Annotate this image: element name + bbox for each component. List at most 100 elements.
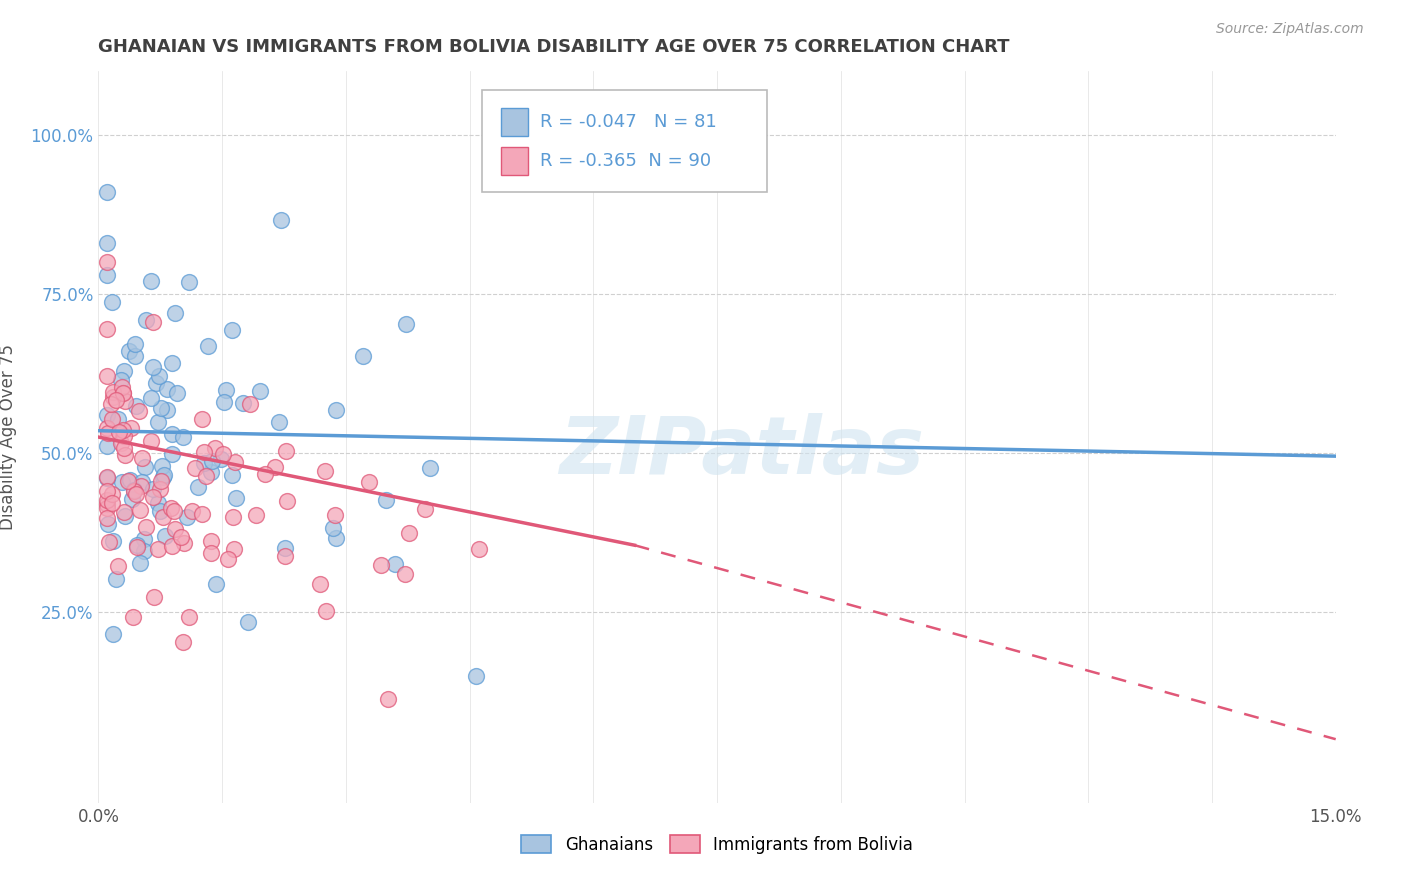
Point xyxy=(204,442,226,456)
Point xyxy=(159,501,181,516)
Point xyxy=(193,456,215,470)
Point xyxy=(142,315,165,329)
Point xyxy=(146,496,169,510)
Point xyxy=(177,610,200,624)
FancyBboxPatch shape xyxy=(482,90,766,192)
Point xyxy=(197,339,219,353)
Point xyxy=(166,386,188,401)
Point xyxy=(212,395,235,409)
Point xyxy=(413,501,436,516)
Point xyxy=(184,461,207,475)
Point xyxy=(398,525,420,540)
Point xyxy=(146,415,169,429)
Point xyxy=(112,505,135,519)
Point xyxy=(132,532,155,546)
Point xyxy=(276,444,298,458)
Point xyxy=(122,610,145,624)
Text: R = -0.047   N = 81: R = -0.047 N = 81 xyxy=(540,112,717,131)
Point xyxy=(419,461,441,475)
Point xyxy=(96,368,118,383)
Point xyxy=(97,534,120,549)
Point xyxy=(163,522,186,536)
Legend: Ghanaians, Immigrants from Bolivia: Ghanaians, Immigrants from Bolivia xyxy=(515,829,920,860)
Point xyxy=(155,529,177,543)
Point xyxy=(149,401,172,415)
Point xyxy=(96,500,118,515)
Point xyxy=(101,627,124,641)
Point xyxy=(214,383,236,397)
Point xyxy=(314,464,336,478)
Point xyxy=(180,504,202,518)
Point xyxy=(128,503,150,517)
Point xyxy=(468,542,491,557)
Point xyxy=(114,509,136,524)
Point xyxy=(112,385,135,400)
Point xyxy=(131,451,153,466)
Point xyxy=(249,384,271,399)
Point xyxy=(169,530,191,544)
Point xyxy=(114,448,136,462)
Point xyxy=(101,384,124,399)
Point xyxy=(135,312,157,326)
Point xyxy=(117,474,139,488)
Point xyxy=(111,380,134,394)
Point xyxy=(163,504,186,518)
Point xyxy=(96,409,118,423)
Point xyxy=(200,545,222,559)
Point xyxy=(145,376,167,390)
Point xyxy=(270,213,292,227)
Point xyxy=(122,484,145,499)
Point xyxy=(125,399,148,413)
Point xyxy=(112,429,135,443)
Point xyxy=(212,447,235,461)
Point xyxy=(97,517,120,532)
Point xyxy=(323,508,346,523)
Point xyxy=(112,423,135,437)
Point xyxy=(96,255,118,269)
Text: R = -0.365  N = 90: R = -0.365 N = 90 xyxy=(540,153,711,170)
Point xyxy=(101,496,124,510)
Point xyxy=(131,475,153,489)
Text: Source: ZipAtlas.com: Source: ZipAtlas.com xyxy=(1216,22,1364,37)
Point xyxy=(107,558,129,573)
Point xyxy=(101,486,124,500)
Point xyxy=(238,615,260,629)
Point xyxy=(118,344,141,359)
Point xyxy=(96,511,118,525)
Point xyxy=(142,490,165,504)
Point xyxy=(191,412,214,426)
Point xyxy=(108,425,131,439)
Point xyxy=(224,454,246,468)
Point xyxy=(100,412,122,426)
Point xyxy=(110,435,132,450)
Point xyxy=(96,492,118,507)
Point xyxy=(96,483,118,498)
Point xyxy=(187,480,209,494)
Point xyxy=(107,412,129,426)
Point xyxy=(152,470,174,484)
Point xyxy=(156,403,179,417)
Point xyxy=(160,427,183,442)
Text: ZIPatlas: ZIPatlas xyxy=(560,413,924,491)
Point xyxy=(127,540,149,554)
Point xyxy=(135,520,157,534)
Point xyxy=(156,382,179,396)
Point xyxy=(143,591,166,605)
Point xyxy=(172,635,194,649)
Point xyxy=(142,360,165,375)
Point xyxy=(160,356,183,370)
Point xyxy=(125,486,148,500)
Point xyxy=(315,604,337,618)
Point xyxy=(129,479,152,493)
Point xyxy=(267,415,290,429)
Point xyxy=(134,544,156,558)
Point xyxy=(153,468,176,483)
Point xyxy=(222,510,245,524)
Point xyxy=(200,534,222,549)
Point xyxy=(374,493,396,508)
Point xyxy=(150,474,173,488)
Point xyxy=(149,482,172,496)
Point xyxy=(274,541,297,556)
Point xyxy=(325,532,347,546)
Point xyxy=(152,510,174,524)
